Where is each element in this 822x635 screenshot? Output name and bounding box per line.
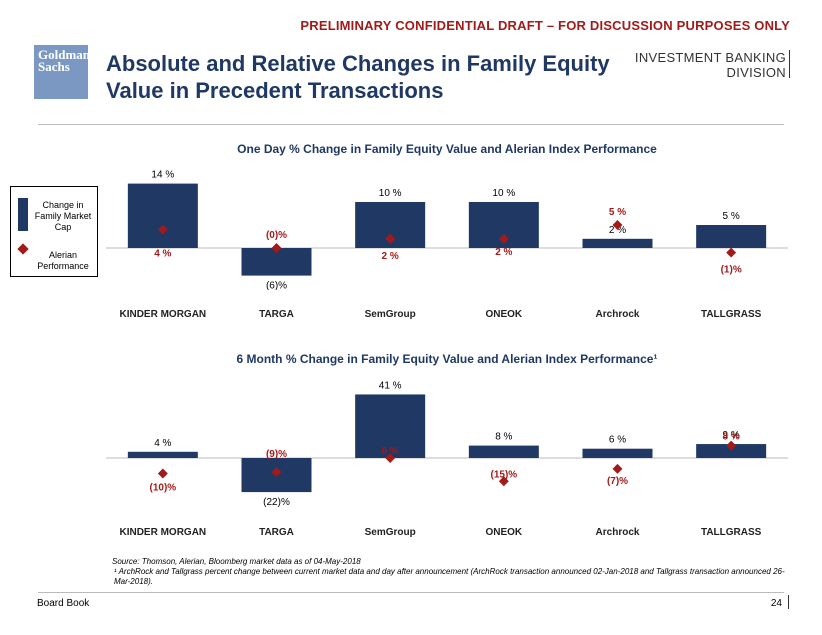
division-label: INVESTMENT BANKING DIVISION [635,50,786,80]
chart1-diamond-label-4: 5 % [609,207,626,218]
chart2-diamond-4 [612,463,623,474]
division-line-2: DIVISION [726,65,786,80]
chart1-diamond-3 [498,233,509,244]
company-logo-tallgrass: TALLGRASS [700,309,762,320]
page-number: 24 [770,598,782,609]
company-logo-oneok: ONEOK [485,527,523,538]
chart2-bar-label-5: 9 % [723,430,740,441]
chart2-diamond-label-4: (7)% [607,476,628,487]
chart2-bar-label-0: 4 % [154,438,171,449]
chart2-plot: 4 % (10)% (22)% (9)% 41 % 0 % 8 % (15)% 6 % (7)% 9… [106,380,788,508]
chart2-bar-label-1: (22)% [263,497,290,508]
legend-bar-swatch [18,198,28,231]
chart2-diamond-label-5: 8 % [723,432,740,443]
chart2-bar-5 [696,444,767,458]
chart2-bar-label-3: 8 % [495,432,512,443]
chart1-bar-label-5: 5 % [723,211,740,222]
chart2-title: 6 Month % Change in Family Equity Value … [236,352,658,366]
chart1-bar-0 [127,183,198,248]
chart1-diamond-label-5: (1)% [721,265,742,276]
chart2-diamond-5 [726,440,737,451]
company-logo-archrock: Archrock [595,309,640,320]
legend-diamond-label: Alerian Performance [37,250,89,271]
chart1-bar-5 [696,225,767,248]
chart2-diamond-1 [271,467,282,477]
chart1-bar-label-3: 10 % [492,188,515,199]
chart1-company-logos: KINDER MORGAN TARGA SemGroup ONEOK Archrock T… [106,304,788,326]
company-logo-kinder-morgan: KINDER MORGAN [119,527,207,538]
chart1-bar-label-2: 10 % [379,188,402,199]
chart1-diamond-4 [612,220,623,230]
chart2-bar-4 [582,448,653,458]
chart1-diamond-1 [271,243,282,253]
company-logo-kinder-morgan: KINDER MORGAN [119,309,207,320]
chart2-diamond-label-2: 0 % [382,446,399,457]
chart1-title: One Day % Change in Family Equity Value … [237,142,657,156]
footnote-line: ¹ ArchRock and Tallgrass percent change … [114,567,785,586]
company-logo-semgroup: SemGroup [364,309,416,320]
chart1-diamond-label-3: 2 % [495,247,512,258]
chart2-bar-label-4: 6 % [609,435,626,446]
chart2-diamond-label-3: (15)% [490,469,517,480]
logo-line-2: Sachs [38,59,70,74]
chart1-bar-4 [582,238,653,248]
chart2-bar-label-2: 41 % [379,380,402,391]
division-line-1: INVESTMENT BANKING [634,50,786,65]
chart2-diamond-0 [157,468,168,479]
chart2-bar-2 [355,394,426,458]
company-logo-archrock: Archrock [595,527,640,538]
header-rule [38,124,784,125]
chart1-bar-label-4: 2 % [609,225,626,236]
chart2-bar-3 [468,445,539,458]
chart2-bar-0 [127,451,198,458]
footer-board-book: Board Book [37,598,90,609]
chart1-diamond-5 [726,247,737,258]
legend-bar-label: Change in Family Market Cap [34,200,92,232]
division-divider [789,50,790,78]
page-title: Absolute and Relative Changes in Family … [106,51,610,103]
chart1-diamond-label-0: 4 % [154,249,171,260]
legend-diamond-icon [17,243,29,255]
company-logo-semgroup: SemGroup [364,527,416,538]
goldman-sachs-logo: Goldman Sachs [34,45,91,99]
source-line: Source: Thomson, Alerian, Bloomberg mark… [112,557,361,566]
company-logo-tallgrass: TALLGRASS [700,527,762,538]
page-number-divider [788,595,789,609]
chart1-diamond-label-1: (0)% [266,230,287,241]
confidential-banner: PRELIMINARY CONFIDENTIAL DRAFT – FOR DIS… [300,18,790,33]
company-logo-oneok: ONEOK [485,309,523,320]
chart2-diamond-label-0: (10)% [149,483,176,494]
chart2-diamond-label-1: (9)% [266,449,287,460]
chart1-plot: 14 % 4 % (6)% (0)% 10 % 2 % 10 % 2 % 2 % 5 % 5 % (1… [106,170,788,290]
company-logo-targa: TARGA [259,309,294,320]
chart2-company-logos: KINDER MORGAN TARGA SemGroup ONEOK Archrock T… [106,522,788,544]
company-logo-targa: TARGA [259,527,294,538]
logo-line-1: Goldman [38,47,91,62]
footer-rule [38,592,784,593]
source-note: Source: Thomson, Alerian, Bloomberg mark… [112,557,792,587]
chart-legend: Change in Family Market Cap Alerian Perf… [10,186,98,277]
chart1-diamond-label-2: 2 % [382,251,399,262]
chart1-bar-label-1: (6)% [266,281,287,290]
chart1-bar-label-0: 14 % [151,170,174,181]
chart1-diamond-2 [385,233,396,244]
